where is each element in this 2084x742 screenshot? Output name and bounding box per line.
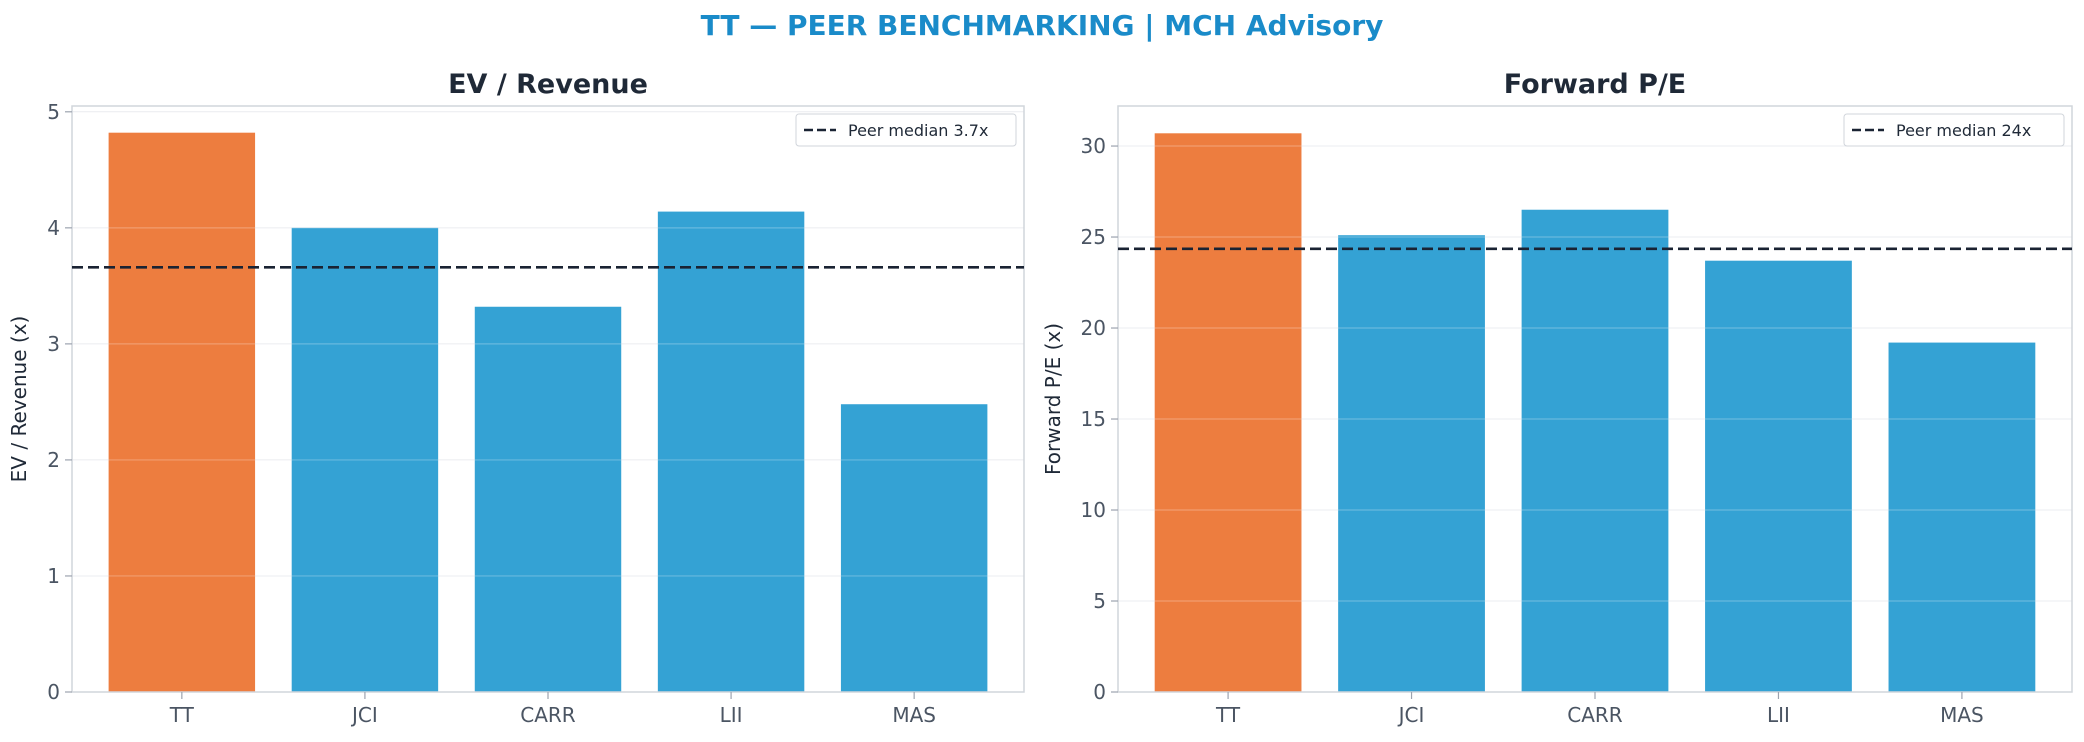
- x-tick-label: LII: [720, 703, 743, 727]
- bar-lii: [1705, 260, 1852, 692]
- bar-carr: [474, 306, 622, 692]
- panel-title: EV / Revenue: [448, 69, 648, 100]
- y-tick-label: 1: [47, 564, 60, 588]
- bar-jci: [291, 227, 439, 692]
- x-tick-label: JCI: [1397, 703, 1425, 727]
- x-tick-label: MAS: [892, 703, 936, 727]
- figure-title: TT — PEER BENCHMARKING | MCH Advisory: [701, 9, 1384, 42]
- bar-mas: [1888, 342, 2036, 692]
- ev-revenue-panel: EV / Revenue 0 1 2 3 4 5 TT JCI CARR LII MAS EV / Re…: [7, 69, 1025, 727]
- bar-jci: [1338, 235, 1485, 692]
- y-tick-label: 30: [1081, 134, 1106, 158]
- x-tick-label: TT: [169, 703, 195, 727]
- y-tick-label: 0: [47, 680, 60, 704]
- bar-tt: [108, 132, 256, 693]
- bar-carr: [1521, 209, 1669, 693]
- forward-pe-panel: Forward P/E 0 5 10 15 20 25 30 TT JCI CARR LII MAS Fo…: [1041, 69, 2073, 727]
- bar-tt: [1154, 133, 1302, 692]
- x-tick-label: JCI: [350, 703, 378, 727]
- y-tick-label: 25: [1081, 225, 1106, 249]
- x-tick-label: MAS: [1940, 703, 1984, 727]
- bar-lii: [657, 211, 805, 692]
- x-tick-label: CARR: [1567, 703, 1623, 727]
- y-tick-label: 10: [1081, 498, 1106, 522]
- x-tick-label: CARR: [520, 703, 576, 727]
- y-tick-label: 4: [47, 216, 60, 240]
- y-tick-label: 20: [1081, 316, 1106, 340]
- legend-box: [795, 113, 1017, 147]
- panel-title: Forward P/E: [1504, 69, 1687, 100]
- y-tick-label: 3: [47, 332, 60, 356]
- legend-label: Peer median 24x: [1896, 121, 2031, 140]
- y-tick-label: 15: [1081, 407, 1106, 431]
- legend-label: Peer median 3.7x: [848, 121, 988, 140]
- bar-mas: [840, 404, 988, 692]
- legend-box: [1843, 113, 2065, 147]
- y-tick-label: 2: [47, 448, 60, 472]
- y-tick-label: 5: [1093, 589, 1106, 613]
- y-axis-label: Forward P/E (x): [1041, 323, 1065, 475]
- y-tick-label: 0: [1093, 680, 1106, 704]
- y-axis-label: EV / Revenue (x): [7, 316, 31, 483]
- x-tick-label: TT: [1215, 703, 1241, 727]
- x-tick-label: LII: [1767, 703, 1790, 727]
- y-tick-label: 5: [47, 100, 60, 124]
